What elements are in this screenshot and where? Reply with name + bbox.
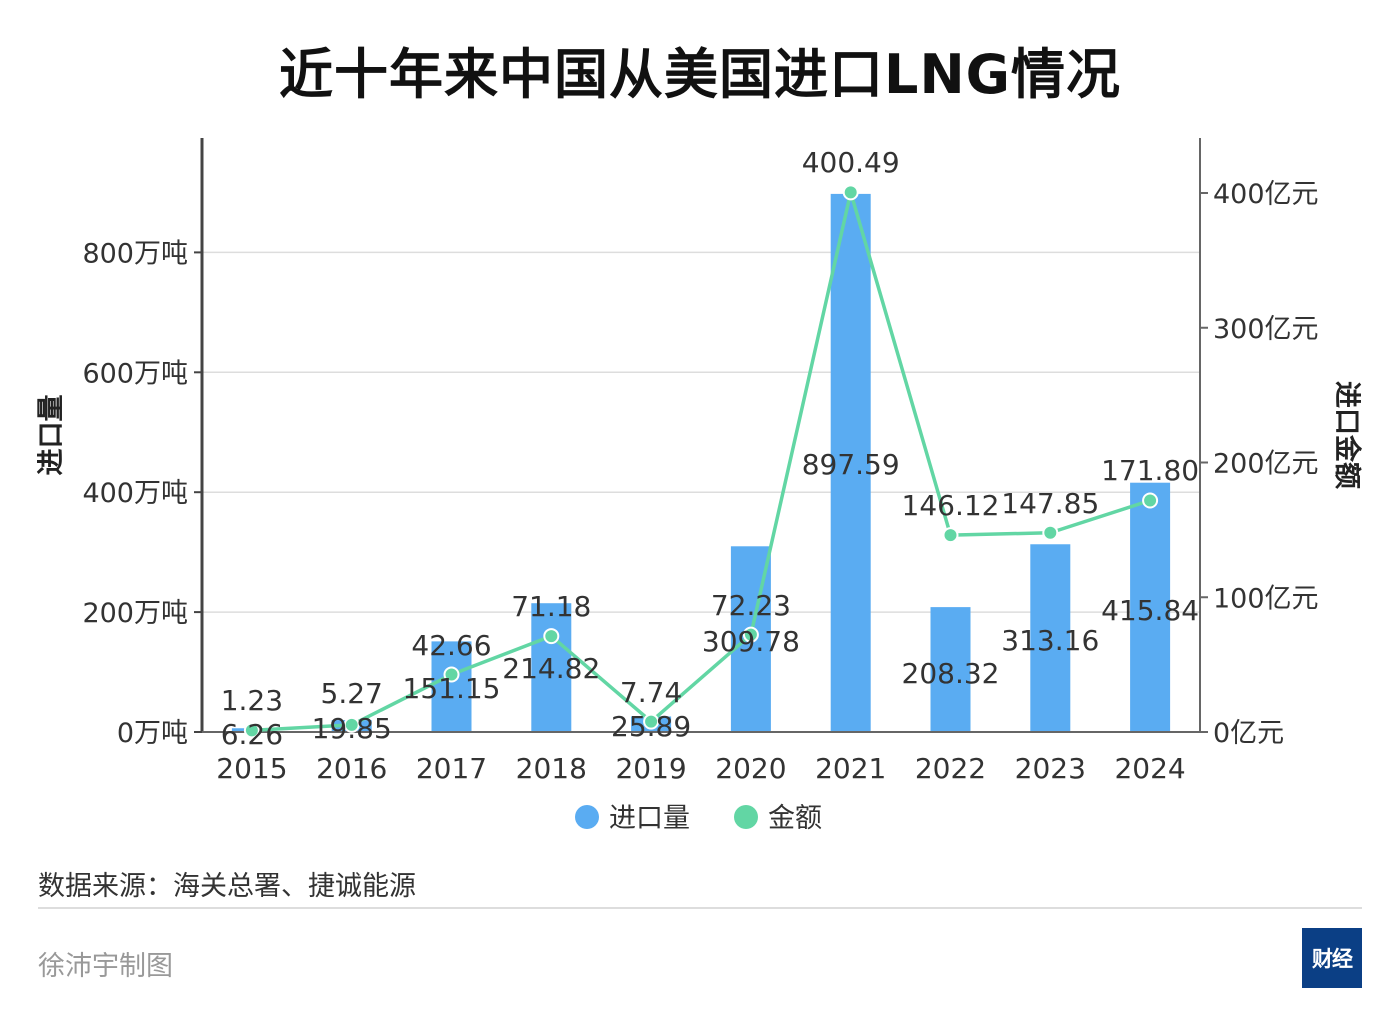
amount-label-2015: 1.23 xyxy=(221,684,283,717)
amount-label-2023: 147.85 xyxy=(1001,487,1099,520)
publisher-logo: 财经 xyxy=(1302,928,1362,988)
bar-2017 xyxy=(431,641,472,732)
amount-label-2019: 7.74 xyxy=(620,676,682,709)
volume-label-2021: 897.59 xyxy=(802,448,900,481)
chart-credit: 徐沛宇制图 xyxy=(38,951,173,982)
legend-volume-label: 进口量 xyxy=(609,803,690,834)
amount-point-2024 xyxy=(1142,492,1159,509)
amount-label-2020: 72.23 xyxy=(711,589,791,622)
legend-amount-label: 金额 xyxy=(768,803,822,834)
right-tick-label: 400亿元 xyxy=(1213,179,1319,210)
volume-label-2016: 19.85 xyxy=(312,712,392,745)
volume-label-2022: 208.32 xyxy=(902,657,1000,690)
amount-label-2024: 171.80 xyxy=(1101,454,1199,487)
x-tick-label: 2016 xyxy=(316,752,387,785)
x-tick-label: 2015 xyxy=(216,752,287,785)
left-axis-title: 进口量 xyxy=(36,395,67,476)
amount-point-2022 xyxy=(942,527,959,544)
chart-title: 近十年来中国从美国进口LNG情况 xyxy=(279,43,1121,106)
x-tick-label: 2022 xyxy=(915,752,986,785)
right-tick-label: 100亿元 xyxy=(1213,583,1319,614)
bar-2024 xyxy=(1130,482,1171,732)
amount-line xyxy=(251,190,1151,733)
bar-2023 xyxy=(1030,544,1071,732)
x-tick-label: 2023 xyxy=(1015,752,1086,785)
amount-point-2021 xyxy=(842,184,859,201)
data-source: 数据来源：海关总署、捷诚能源 xyxy=(38,871,416,902)
left-tick-label: 400万吨 xyxy=(82,478,188,509)
right-tick-label: 300亿元 xyxy=(1213,314,1319,345)
amount-label-2022: 146.12 xyxy=(902,489,1000,522)
x-tick-label: 2018 xyxy=(516,752,587,785)
amount-point-2019 xyxy=(643,713,660,730)
amount-point-2015 xyxy=(243,722,260,739)
left-tick-label: 0万吨 xyxy=(117,718,188,749)
volume-label-2023: 313.16 xyxy=(1001,624,1099,657)
x-tick-label: 2019 xyxy=(615,752,686,785)
right-tick-label: 200亿元 xyxy=(1213,449,1319,480)
volume-label-2024: 415.84 xyxy=(1101,594,1199,627)
x-tick-label: 2021 xyxy=(815,752,886,785)
bar-2018 xyxy=(531,603,572,732)
amount-point-2016 xyxy=(343,716,360,733)
volume-label-2020: 309.78 xyxy=(702,625,800,658)
amount-label-2016: 5.27 xyxy=(321,677,383,710)
left-tick-label: 200万吨 xyxy=(82,598,188,629)
amount-label-2021: 400.49 xyxy=(802,146,900,179)
x-tick-label: 2024 xyxy=(1114,752,1185,785)
amount-point-2017 xyxy=(443,666,460,683)
amount-point-2020 xyxy=(742,626,759,643)
volume-label-2015: 6.26 xyxy=(221,718,283,751)
volume-label-2017: 151.15 xyxy=(403,672,501,705)
left-tick-label: 800万吨 xyxy=(82,238,188,269)
legend-amount-swatch xyxy=(734,805,758,829)
x-tick-label: 2017 xyxy=(416,752,487,785)
amount-label-2017: 42.66 xyxy=(411,629,491,662)
lng-import-chart: 0万吨 200万吨 400万吨 600万吨 800万吨 0亿元 100亿元 200亿元 300亿… xyxy=(36,138,1363,834)
bar-2022 xyxy=(930,607,971,732)
bar-2021 xyxy=(830,193,871,733)
right-axis-title: 进口金额 xyxy=(1331,381,1363,489)
right-tick-label: 0亿元 xyxy=(1213,718,1284,749)
amount-label-2018: 71.18 xyxy=(511,590,591,623)
legend-volume-swatch xyxy=(575,805,599,829)
amount-point-2018 xyxy=(543,628,560,645)
footer-divider xyxy=(38,907,1362,909)
amount-point-2023 xyxy=(1042,524,1059,541)
left-tick-label: 600万吨 xyxy=(82,358,188,389)
volume-label-2019: 25.89 xyxy=(611,710,691,743)
volume-label-2018: 214.82 xyxy=(502,652,600,685)
x-tick-label: 2020 xyxy=(715,752,786,785)
